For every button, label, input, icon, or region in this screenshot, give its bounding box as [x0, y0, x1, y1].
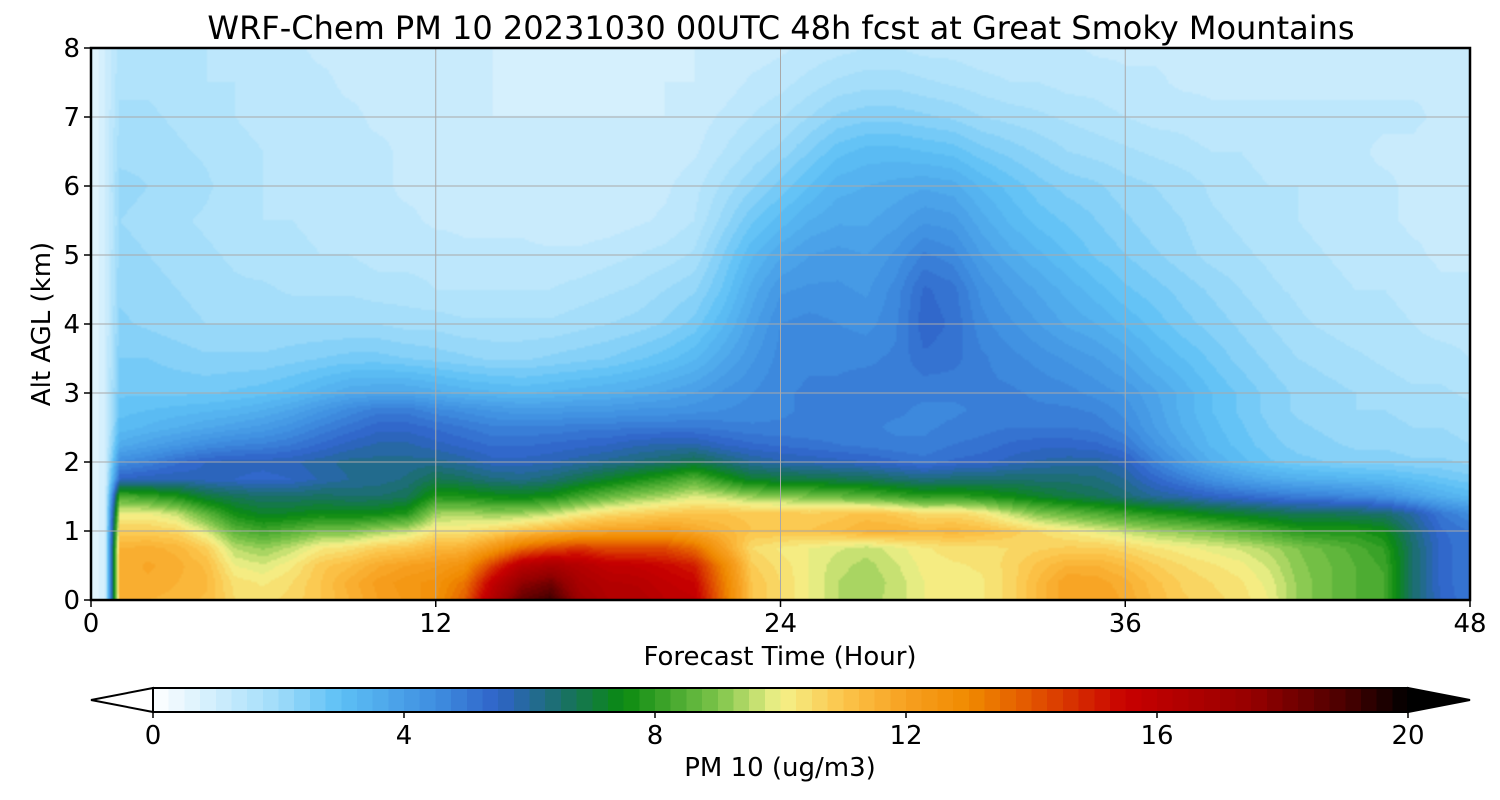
y-tick-label: 6: [63, 172, 80, 202]
y-tick-label: 2: [63, 448, 80, 478]
y-tick-label: 4: [63, 310, 80, 340]
colorbar-gradient: [153, 688, 1408, 712]
colorbar-tick-label: 0: [145, 721, 162, 751]
y-tick-label: 5: [63, 241, 80, 271]
chart-title: WRF-Chem PM 10 20231030 00UTC 48h fcst a…: [207, 9, 1354, 47]
colorbar-min-extension: [90, 686, 154, 714]
colorbar-tick-label: 12: [889, 721, 922, 751]
colorbar-ticks: 0 4 8 12 16 20: [145, 712, 1425, 751]
y-tick-label: 7: [63, 103, 80, 133]
colorbar-tick-label: 4: [396, 721, 413, 751]
colorbar-tick-label: 20: [1391, 721, 1424, 751]
x-tick-label: 48: [1453, 609, 1486, 639]
colorbar-tick-label: 16: [1140, 721, 1173, 751]
y-tick-label: 3: [63, 379, 80, 409]
x-tick-label: 12: [419, 609, 452, 639]
x-tick-label: 36: [1109, 609, 1142, 639]
x-axis-ticks: 0 12 24 36 48: [83, 600, 1487, 639]
colorbar: 0 4 8 12 16 20 PM 10 (ug/m3): [90, 686, 1471, 783]
colorbar-max-extension: [1407, 686, 1471, 714]
y-axis-label: Alt AGL (km): [27, 242, 57, 406]
y-tick-label: 8: [63, 34, 80, 64]
x-tick-label: 24: [764, 609, 797, 639]
colorbar-frame: [152, 687, 1409, 713]
y-tick-label: 0: [63, 586, 80, 616]
x-axis-label: Forecast Time (Hour): [643, 642, 916, 672]
y-axis-ticks: 0 1 2 3 4 5 6 7 8: [63, 34, 91, 616]
grid-lines: [91, 48, 1470, 600]
colorbar-label: PM 10 (ug/m3): [684, 753, 876, 783]
x-tick-label: 0: [83, 609, 100, 639]
y-tick-label: 1: [63, 517, 80, 547]
colorbar-tick-label: 8: [647, 721, 664, 751]
